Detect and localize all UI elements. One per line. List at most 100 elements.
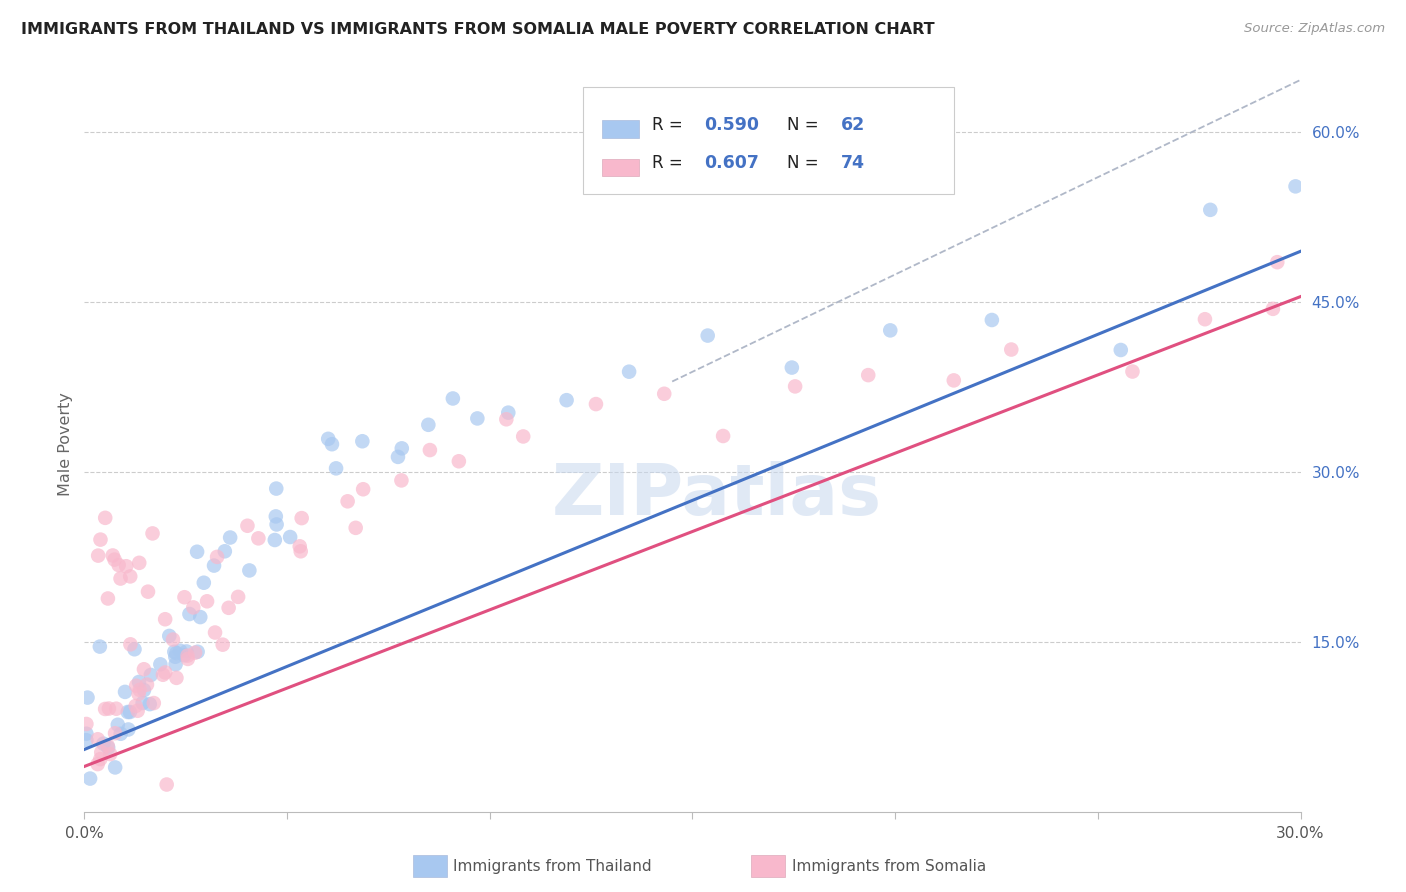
Point	[1284, 179, 1306, 194]
Point	[97, 740, 120, 755]
Point	[153, 612, 176, 626]
Text: Immigrants from Thailand: Immigrants from Thailand	[453, 859, 651, 873]
Point	[128, 675, 150, 690]
Point	[186, 545, 208, 559]
Point	[336, 494, 359, 508]
Point	[75, 717, 97, 731]
Point	[418, 417, 440, 432]
Point	[266, 517, 288, 532]
Point	[711, 429, 734, 443]
Point	[264, 509, 287, 524]
Text: N =: N =	[787, 153, 824, 171]
Point	[188, 610, 211, 624]
Y-axis label: Male Poverty: Male Poverty	[58, 392, 73, 496]
Point	[136, 584, 159, 599]
Point	[555, 393, 578, 408]
Point	[391, 442, 413, 456]
Point	[238, 564, 260, 578]
Text: R =: R =	[652, 153, 689, 171]
Text: IMMIGRANTS FROM THAILAND VS IMMIGRANTS FROM SOMALIA MALE POVERTY CORRELATION CHA: IMMIGRANTS FROM THAILAND VS IMMIGRANTS F…	[21, 22, 935, 37]
Point	[128, 556, 150, 570]
FancyBboxPatch shape	[602, 159, 638, 176]
Point	[187, 645, 209, 659]
Point	[156, 778, 179, 792]
Point	[1265, 255, 1288, 269]
Point	[447, 454, 470, 468]
Point	[136, 677, 159, 691]
Point	[155, 665, 177, 680]
Point	[120, 637, 142, 651]
Point	[162, 632, 184, 647]
Point	[316, 432, 339, 446]
Point	[163, 645, 186, 659]
Point	[617, 365, 640, 379]
Point	[124, 642, 146, 657]
Point	[165, 649, 187, 664]
Point	[321, 437, 343, 451]
Point	[181, 600, 204, 615]
Text: Source: ZipAtlas.com: Source: ZipAtlas.com	[1244, 22, 1385, 36]
Point	[110, 727, 132, 741]
Point	[128, 687, 150, 701]
Point	[214, 544, 236, 558]
Point	[132, 683, 155, 698]
Point	[110, 572, 132, 586]
Point	[204, 625, 226, 640]
Point	[89, 533, 111, 547]
Point	[169, 643, 191, 657]
Point	[202, 558, 225, 573]
Text: 0.607: 0.607	[704, 153, 759, 171]
Point	[97, 739, 120, 753]
Text: N =: N =	[787, 116, 824, 134]
Point	[344, 521, 367, 535]
Point	[696, 328, 718, 343]
Point	[173, 591, 195, 605]
Point	[441, 392, 464, 406]
Point	[124, 698, 146, 713]
Point	[652, 386, 675, 401]
Point	[247, 532, 270, 546]
Point	[1121, 365, 1143, 379]
Point	[114, 685, 136, 699]
Point	[97, 591, 120, 606]
Point	[278, 530, 301, 544]
Point	[177, 652, 200, 666]
Point	[101, 549, 124, 563]
Point	[107, 717, 129, 731]
Point	[218, 600, 240, 615]
Point	[980, 313, 1002, 327]
Point	[179, 607, 201, 621]
Point	[94, 702, 117, 716]
Point	[290, 544, 312, 558]
Point	[142, 696, 165, 710]
Point	[87, 549, 110, 563]
Point	[75, 727, 97, 741]
FancyBboxPatch shape	[583, 87, 953, 194]
Point	[125, 679, 148, 693]
Text: ZIPatlas: ZIPatlas	[551, 461, 882, 530]
Point	[165, 671, 187, 685]
Point	[193, 575, 215, 590]
Point	[86, 757, 108, 772]
Point	[141, 526, 163, 541]
Point	[97, 701, 120, 715]
Point	[105, 702, 128, 716]
Point	[512, 429, 534, 443]
Point	[118, 705, 141, 719]
Point	[495, 412, 517, 426]
Point	[104, 726, 127, 740]
Point	[498, 406, 520, 420]
Point	[93, 737, 115, 751]
Point	[1109, 343, 1132, 357]
Point	[104, 760, 127, 774]
Text: 62: 62	[841, 116, 865, 134]
Text: 74: 74	[841, 153, 865, 171]
Point	[288, 539, 311, 553]
Point	[152, 667, 174, 681]
FancyBboxPatch shape	[602, 120, 638, 137]
Point	[75, 733, 97, 747]
Point	[76, 690, 98, 705]
Point	[264, 482, 287, 496]
Point	[785, 379, 807, 393]
Point	[139, 668, 162, 682]
